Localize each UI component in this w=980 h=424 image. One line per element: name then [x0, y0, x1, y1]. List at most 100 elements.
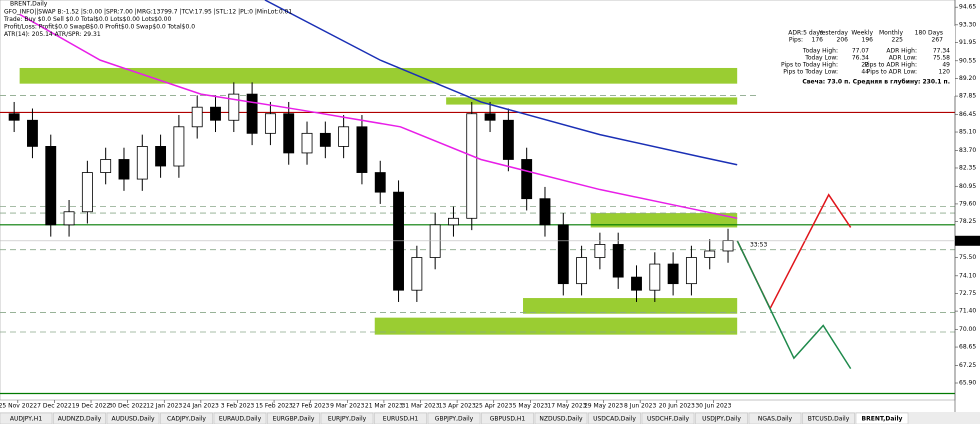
candle-body — [191, 106, 203, 128]
x-tick-label: 19 Dec 2022 — [72, 403, 111, 410]
tab-label[interactable]: EURGBP,Daily — [273, 416, 315, 423]
y-tick-label: 85.10 — [959, 129, 976, 136]
x-tick-label: 7 Dec 2022 — [37, 403, 72, 410]
x-tick-label: 3 Feb 2023 — [221, 403, 255, 410]
indicator-line — [19, 13, 738, 220]
tab-label[interactable]: BTCUSD,Daily — [808, 416, 850, 423]
tab-label[interactable]: EURUSD,H1 — [383, 416, 419, 423]
candle-body — [685, 257, 697, 285]
candle-body — [667, 263, 679, 285]
countdown: 33:53 — [750, 241, 767, 248]
candle-body — [319, 132, 331, 147]
tab-label[interactable]: AUDNZD,Daily — [58, 416, 102, 423]
x-tick-label: 5 May 2023 — [513, 403, 548, 410]
candle-body — [374, 172, 386, 193]
x-tick-label: 20 Jun 2023 — [659, 403, 695, 410]
tab[interactable] — [160, 412, 213, 424]
tab[interactable] — [106, 412, 160, 424]
x-tick-label: 29 May 2023 — [584, 403, 623, 410]
tab[interactable] — [641, 412, 695, 424]
y-tick-label: 82.35 — [959, 164, 976, 171]
x-tick-label: 25 Apr 2023 — [475, 403, 512, 410]
candle-body — [118, 159, 130, 180]
y-tick-label: 67.25 — [959, 362, 976, 369]
tab[interactable] — [695, 412, 748, 424]
tab[interactable] — [534, 412, 588, 424]
tab-label[interactable]: GBPJPY,Daily — [435, 416, 474, 423]
candle-body — [539, 198, 551, 226]
table-cell: 267 — [932, 37, 944, 44]
y-tick-label: 83.70 — [959, 147, 976, 154]
tab[interactable] — [213, 412, 267, 424]
y-tick-label: 80.95 — [959, 183, 976, 190]
info-line: ATR(14): 205.14 ATR/SPR: 29.31 — [4, 31, 101, 38]
x-tick-label: 8 Jun 2023 — [624, 403, 656, 410]
x-tick-label: 24 Jan 2023 — [183, 403, 219, 410]
candle-body — [246, 93, 258, 134]
candle-body — [557, 224, 569, 285]
candle-body — [27, 119, 38, 147]
candle-body — [411, 257, 423, 291]
tab[interactable] — [427, 412, 481, 424]
candle-body — [356, 126, 368, 173]
tab-label[interactable]: NZDUSD,Daily — [539, 416, 583, 423]
y-tick-label: 75.50 — [959, 254, 976, 261]
y-tick-label: 90.55 — [959, 57, 976, 64]
x-tick-label: 9 Mar 2023 — [330, 403, 364, 410]
x-tick-label: 21 Mar 2023 — [365, 403, 403, 410]
tab-label[interactable]: NGAS,Daily — [758, 416, 793, 423]
tab-label[interactable]: AUDJPY,H1 — [10, 416, 42, 423]
candle-body — [338, 126, 350, 147]
tab[interactable] — [481, 412, 534, 424]
tab[interactable] — [374, 412, 427, 424]
zone — [446, 97, 738, 105]
candle-body — [228, 93, 240, 121]
tab-label[interactable]: USDCAD,Daily — [593, 416, 636, 423]
candle-body — [484, 113, 496, 121]
info-line: Profit/Loss: Profit$0.0 SwapB$0.0 Profit… — [4, 24, 195, 31]
table-cell: 225 — [892, 37, 904, 44]
last-price-label: 76.78 — [958, 237, 975, 244]
tab-label[interactable]: USDJPY,Daily — [702, 416, 741, 423]
tab-label[interactable]: BRENT,Daily — [862, 416, 903, 423]
candle-body — [136, 146, 148, 180]
y-tick-label: 65.90 — [959, 380, 976, 387]
tab[interactable] — [0, 412, 53, 424]
candle-body — [466, 113, 478, 219]
table-cell: 75.58 — [933, 55, 950, 62]
tab[interactable] — [320, 412, 374, 424]
table-cell: 77.34 — [933, 48, 950, 55]
candle-body — [576, 257, 588, 285]
table-cell: 44 — [861, 69, 869, 76]
y-tick-label: 94.65 — [959, 4, 976, 11]
x-tick-label: 30 Jun 2023 — [695, 403, 731, 410]
tab-label[interactable]: EURAUD,Daily — [219, 416, 262, 423]
table-cell: Pips to Today Low: — [783, 69, 838, 76]
tab-label[interactable]: AUDUSD,Daily — [111, 416, 154, 423]
table-cell: 76.34 — [852, 55, 869, 62]
candle-body — [393, 191, 404, 291]
table-summary: Свеча: 73.0 п. Средняя в глубину: 230.1 … — [802, 79, 950, 86]
tab[interactable] — [855, 412, 909, 424]
candle-body — [631, 276, 642, 291]
candle-body — [612, 244, 624, 278]
tab-label[interactable]: EURJPY,Daily — [328, 416, 367, 423]
tab[interactable] — [588, 412, 641, 424]
tab[interactable] — [267, 412, 320, 424]
candle-body — [45, 146, 57, 226]
table-cell: ADR High: — [886, 48, 917, 55]
tab-label[interactable]: CADJPY,Daily — [167, 416, 206, 423]
x-tick-label: 17 May 2023 — [547, 403, 586, 410]
candle-body — [594, 244, 606, 258]
y-tick-label: 89.20 — [959, 75, 976, 82]
info-line: Trade: Buy $0.0 Sell $0.0 Total$0.0 Lots… — [3, 16, 172, 23]
table-cell: 180 Days — [915, 30, 943, 37]
tab-label[interactable]: USDCHF,Daily — [647, 416, 690, 423]
tab[interactable] — [748, 412, 802, 424]
tab-label[interactable]: GBPUSD,H1 — [490, 416, 526, 423]
tab[interactable] — [802, 412, 855, 424]
y-tick-label: 87.85 — [959, 93, 976, 100]
tab[interactable] — [53, 412, 106, 424]
x-tick-label: 12 Jan 2023 — [146, 403, 182, 410]
y-tick-label: 86.45 — [959, 111, 976, 118]
